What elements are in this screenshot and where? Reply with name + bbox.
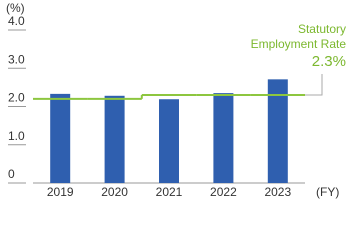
x-unit: (FY) [316,185,339,199]
bar [267,79,288,183]
annotation-value: 2.3% [312,53,346,70]
y-tick-label: 2.0 [8,91,25,105]
x-tick-label: 2020 [101,185,128,199]
bar [159,99,179,183]
bar [213,93,234,183]
x-tick-label: 2021 [156,185,183,199]
annotation: Statutory [298,22,346,36]
y-tick-label: 4.0 [8,14,25,28]
bar [50,93,71,183]
y-tick-label: 3.0 [8,52,25,66]
x-tick-label: 2022 [210,185,237,199]
x-tick-label: 2019 [47,185,74,199]
y-unit: (%) [6,1,25,15]
x-tick-label: 2023 [264,185,291,199]
annotation: Employment Rate [251,37,347,51]
y-tick-label: 0 [8,167,15,181]
bar [104,95,125,183]
chart: (%) (FY) 0 1.0 2.0 3.0 4.0 2019 2020 2021 2022 20… [6,1,347,199]
y-tick-label: 1.0 [8,129,25,143]
leader-line [305,74,323,96]
